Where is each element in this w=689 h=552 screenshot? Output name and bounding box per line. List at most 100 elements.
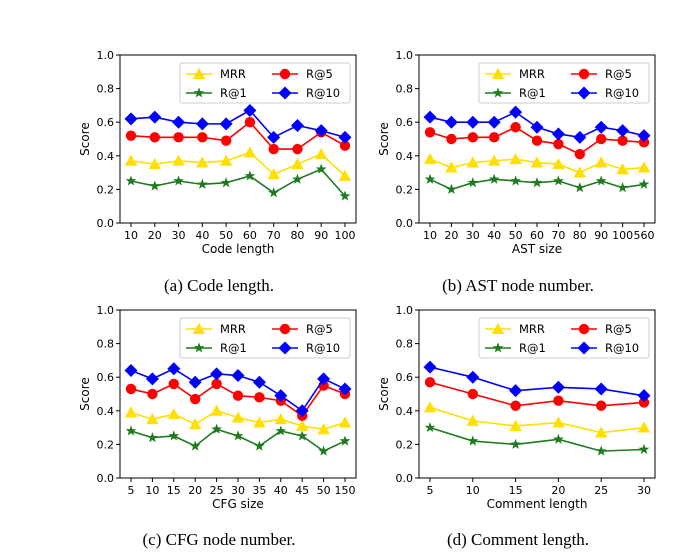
data-point-mrr [509,419,522,431]
data-point-r-at-10 [509,384,523,398]
data-point-mrr [253,416,266,428]
data-point-r-at-10 [317,372,331,386]
x-tick-label: 15 [509,484,523,497]
legend-marker-mrr [491,67,505,79]
y-tick-label: 0.2 [396,183,414,196]
chart-panel-3: 0.0 0.2 0.4 0.6 0.8 1.0 5 10 15 20 25 30 35 40 45 50 150… [78,304,357,549]
data-point-mrr [189,418,202,430]
data-point-mrr [509,152,522,165]
legend-box [179,62,351,104]
legend-label-r-at-1: R@1 [220,86,247,100]
data-point-r-at-5 [232,390,244,401]
data-point-mrr [637,161,651,173]
legend-box [179,317,351,359]
data-point-r-at-10 [314,124,328,138]
data-point-r-at-1 [574,182,586,193]
plot-frame [418,309,656,479]
data-point-r-at-10 [466,115,480,129]
y-tick-label: 0.2 [396,438,414,451]
legend-label-r-at-5: R@5 [306,322,333,336]
legend-marker-mrr [192,67,206,79]
data-point-mrr [445,161,458,173]
data-point-r-at-5 [147,388,158,400]
data-point-r-at-5 [424,127,436,138]
data-point-r-at-5 [574,148,585,160]
y-tick-label: 0.8 [396,83,414,96]
x-tick-label: 50 [509,229,523,242]
y-tick-label: 0.0 [396,217,414,230]
legend-marker-mrr [491,322,505,334]
y-tick-label: 0.6 [396,371,414,384]
data-point-r-at-10 [124,112,138,126]
series-line-r-at-5 [130,121,346,150]
plot-frame [119,54,357,224]
legend-marker-r-at-5 [279,68,291,80]
x-tick-label: 35 [252,484,266,497]
data-point-mrr [172,154,185,166]
x-tick-label: 560 [634,229,655,242]
data-point-r-at-10 [444,115,458,129]
data-point-mrr [317,423,330,435]
panel-caption: (a) Code length. [164,276,274,295]
legend-label-r-at-10: R@10 [605,86,639,100]
data-point-mrr [466,414,479,426]
x-tick-label: 80 [290,229,304,242]
data-point-mrr [296,419,309,431]
legend-marker-r-at-5 [578,68,590,80]
data-point-r-at-5 [510,122,521,133]
x-tick-label: 20 [551,484,565,497]
data-point-r-at-10 [487,115,501,129]
data-point-mrr [423,401,437,413]
y-tick-label: 1.0 [97,49,115,62]
legend-marker-r-at-10 [577,86,591,100]
legend-marker-r-at-1 [492,87,504,98]
series-line-mrr [429,406,645,434]
legend-label-r-at-10: R@10 [306,341,340,355]
x-tick-label: 15 [167,484,181,497]
data-point-r-at-1 [339,190,351,201]
data-point-mrr [124,154,138,166]
data-point-mrr [196,156,209,168]
x-axis-label: Comment length [487,497,588,511]
data-point-mrr [146,413,159,425]
data-point-r-at-5 [220,135,232,146]
x-tick-label: 50 [317,484,331,497]
data-point-r-at-5 [339,140,351,151]
data-point-r-at-10 [195,117,209,131]
data-point-r-at-1 [211,423,222,434]
y-tick-label: 0.4 [396,150,414,163]
data-point-r-at-5 [424,377,436,388]
data-point-r-at-1 [268,187,279,198]
legend: MRR R@5 R@1 R@10 [179,62,351,104]
data-point-r-at-5 [168,378,179,390]
data-point-r-at-1 [197,178,208,189]
y-tick-label: 0.0 [97,217,115,230]
x-tick-label: 150 [335,484,356,497]
data-point-r-at-1 [467,177,479,188]
data-point-r-at-10 [551,127,565,141]
y-tick-label: 0.0 [97,472,115,485]
data-point-r-at-10 [594,120,608,134]
x-tick-label: 30 [466,229,480,242]
legend-box [478,317,650,359]
data-point-r-at-1 [553,175,564,186]
data-point-r-at-5 [467,132,478,143]
data-point-r-at-10 [267,130,281,144]
legend-label-mrr: MRR [519,322,545,336]
data-point-r-at-10 [243,103,257,117]
data-point-r-at-1 [125,425,137,436]
data-point-r-at-1 [147,432,158,443]
data-point-r-at-10 [172,115,186,129]
data-point-r-at-5 [617,135,628,146]
y-tick-label: 0.0 [396,472,414,485]
data-point-mrr [210,404,223,416]
data-point-r-at-1 [232,430,244,441]
x-tick-label: 5 [128,484,135,497]
data-point-r-at-5 [125,130,137,141]
data-point-mrr [595,426,608,438]
data-point-r-at-1 [149,180,161,191]
data-point-mrr [274,413,287,425]
y-tick-label: 0.8 [396,338,414,351]
y-tick-label: 0.6 [97,371,115,384]
